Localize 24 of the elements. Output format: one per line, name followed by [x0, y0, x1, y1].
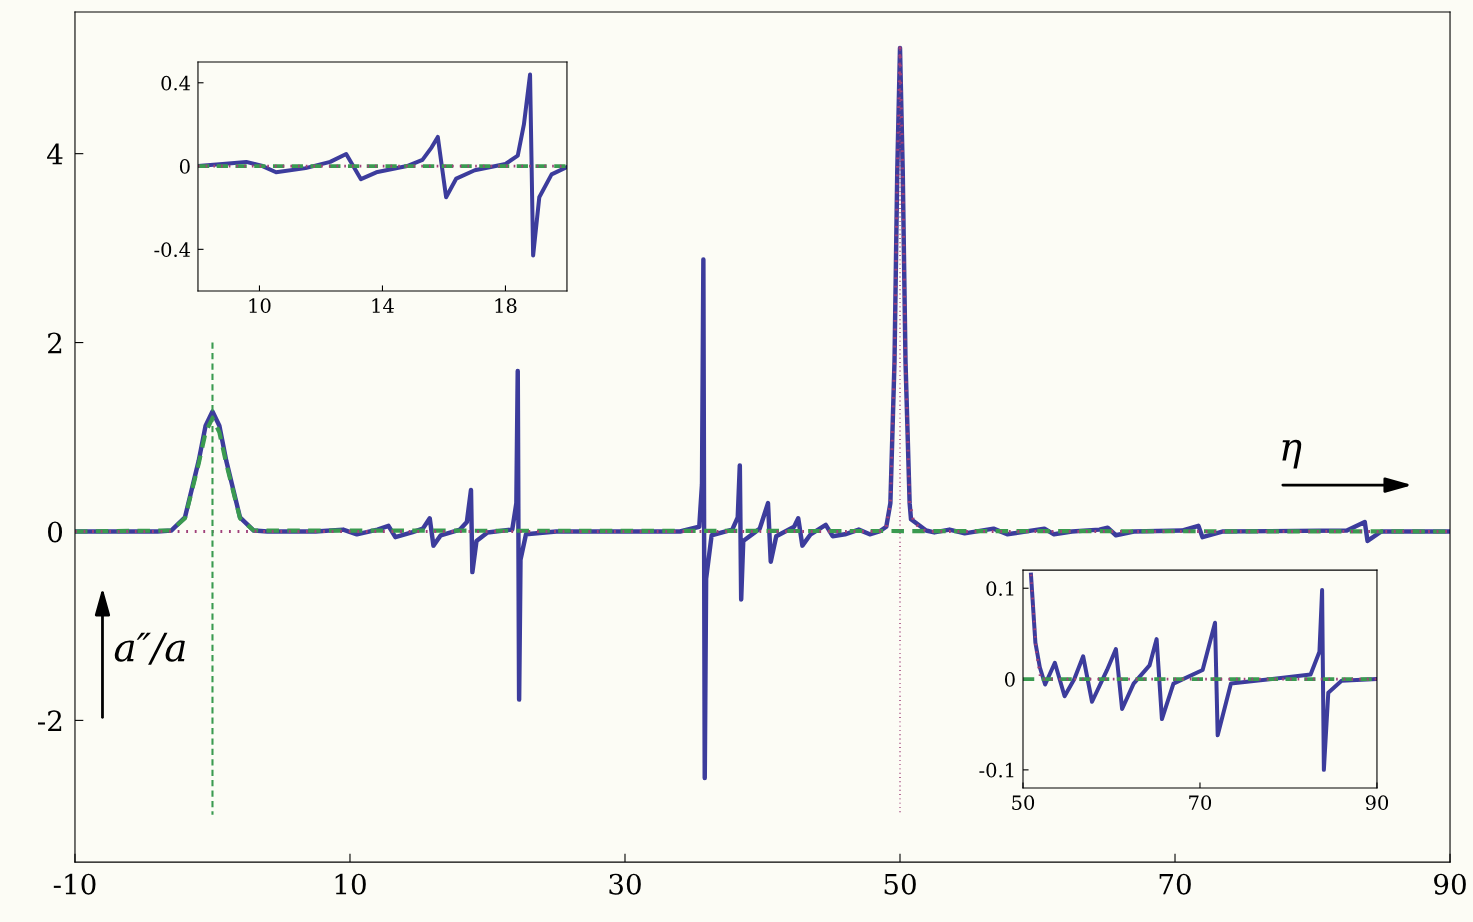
y-tick-label: -0.4	[154, 242, 191, 258]
x-tick-label: 10	[335, 873, 366, 895]
x-tick-label: 90	[1434, 873, 1466, 895]
annotation: a″/a	[114, 632, 185, 665]
x-tick-label: 30	[609, 873, 641, 895]
x-tick-label: 18	[495, 298, 517, 313]
y-tick-label: 0.4	[161, 75, 191, 91]
x-tick-label: 70	[1159, 873, 1191, 895]
x-tick-label: 70	[1189, 795, 1212, 811]
y-tick-label: 0	[1004, 672, 1015, 687]
y-tick-label: 2	[48, 332, 62, 354]
x-tick-label: 14	[372, 298, 394, 313]
y-tick-label: -0.1	[979, 762, 1014, 778]
x-tick-label: -10	[53, 873, 96, 895]
x-tick-label: 50	[1012, 795, 1035, 811]
x-tick-label: 50	[884, 873, 916, 895]
y-tick-label: 0	[48, 521, 63, 543]
annotation: η	[1282, 439, 1302, 469]
x-tick-label: 10	[249, 298, 271, 313]
x-tick-label: 90	[1365, 795, 1389, 811]
y-tick-label: 4	[47, 143, 63, 165]
y-tick-label: 0.1	[986, 581, 1014, 596]
y-tick-label: -2	[38, 710, 62, 731]
y-tick-label: 0	[179, 159, 190, 174]
